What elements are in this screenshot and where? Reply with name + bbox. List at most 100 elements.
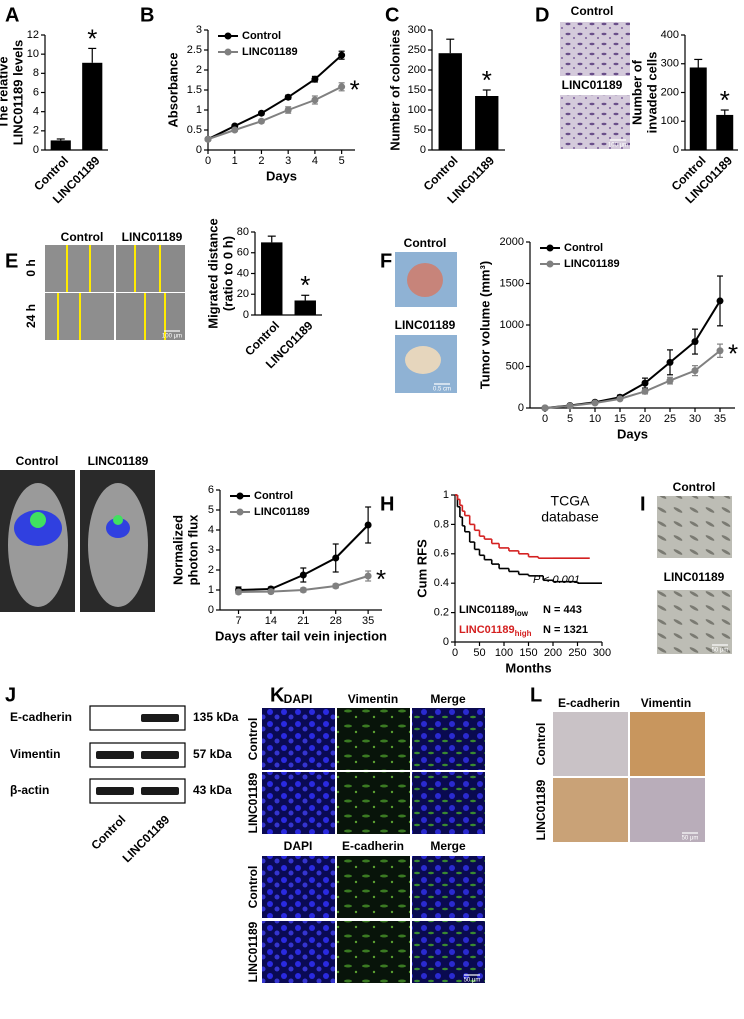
y-tick-label: 80 — [237, 226, 249, 238]
y-tick-label: 0 — [673, 144, 679, 156]
x-tick-label: 5 — [567, 413, 573, 425]
fluorescence-image — [337, 772, 410, 834]
image-label: Control — [61, 230, 104, 244]
point — [299, 586, 307, 594]
y-tick-label: 40 — [237, 267, 249, 279]
column-label: Vimentin — [348, 692, 398, 706]
image-label: Control — [404, 236, 447, 250]
scale-bar-label: 50 μm — [682, 836, 699, 842]
signal-core — [113, 515, 123, 525]
point — [231, 126, 239, 134]
point — [716, 297, 724, 305]
y-tick-label: 1.5 — [187, 84, 202, 96]
bar — [82, 62, 103, 150]
annotation: * — [482, 65, 492, 95]
ihc-image — [553, 778, 628, 842]
y-tick-label: 0.4 — [434, 577, 449, 589]
bar — [261, 242, 283, 315]
blot-band — [96, 751, 134, 759]
y-tick-label: 1 — [208, 584, 214, 596]
y-tick-label: 2 — [208, 564, 214, 576]
x-tick-label: 21 — [297, 615, 309, 627]
image-label: LINC01189 — [562, 78, 623, 92]
fluorescence-image — [412, 921, 485, 983]
point — [284, 106, 292, 114]
bar — [716, 114, 734, 150]
y-tick-label: 12 — [27, 29, 39, 41]
blot-band — [96, 787, 134, 795]
panel-letter: F — [380, 250, 392, 272]
fluorescence-image — [262, 921, 335, 983]
legend-marker — [224, 48, 232, 56]
legend-label: LINC01189low — [459, 604, 529, 618]
y-tick-label: 2 — [33, 125, 39, 137]
point — [284, 93, 292, 101]
y-axis-title: The relative — [0, 56, 10, 128]
annotation: * — [300, 270, 310, 300]
x-axis-title: Days — [617, 426, 648, 441]
scale-bar-label: 100 μm — [608, 143, 628, 149]
row-label: LINC01189 — [246, 921, 260, 982]
bar — [294, 300, 316, 315]
y-tick-label: 3 — [208, 544, 214, 556]
x-tick-label: 0 — [452, 647, 458, 659]
legend-label: Control — [564, 242, 603, 254]
point — [267, 588, 275, 596]
micrograph — [657, 496, 732, 558]
signal-core — [30, 512, 46, 528]
y-tick-label: 150 — [408, 84, 426, 96]
point — [299, 571, 307, 579]
x-axis-title: Days after tail vein injection — [215, 628, 387, 643]
row-label: Control — [246, 718, 260, 761]
fluorescence-image — [337, 708, 410, 770]
point — [666, 358, 674, 366]
y-tick-label: 100 — [408, 104, 426, 116]
y-tick-label: 0 — [518, 402, 524, 414]
x-tick-label: 0 — [542, 413, 548, 425]
protein-label: E-cadherin — [10, 710, 72, 724]
legend-name: LINC01189 — [459, 624, 515, 636]
series-line — [207, 85, 343, 141]
y-tick-label: 200 — [408, 64, 426, 76]
y-tick-label: 0.2 — [434, 607, 449, 619]
y-tick-label: 250 — [408, 44, 426, 56]
tumor — [405, 346, 441, 374]
image-label: LINC01189 — [664, 570, 725, 584]
panel-letter: J — [5, 684, 16, 706]
image-label: Control — [16, 454, 59, 468]
y-tick-label: 400 — [661, 29, 679, 41]
mouse — [88, 483, 148, 607]
x-tick-label: 35 — [714, 413, 726, 425]
image-label: LINC01189 — [88, 454, 149, 468]
point — [332, 582, 340, 590]
bar — [475, 96, 499, 150]
y-tick-label: 0 — [420, 144, 426, 156]
legend-marker — [546, 260, 554, 268]
y-tick-label: 0.8 — [434, 518, 449, 530]
point — [257, 117, 265, 125]
size-label: 135 kDa — [193, 710, 239, 724]
ihc-image — [630, 778, 705, 842]
point — [235, 588, 243, 596]
y-tick-label: 0 — [208, 604, 214, 616]
bar — [50, 140, 71, 150]
x-tick-label: 28 — [330, 615, 342, 627]
p-value: P < 0.001 — [533, 574, 580, 586]
legend-label: Control — [254, 490, 293, 502]
y-tick-label: 2000 — [500, 236, 524, 248]
x-axis-title: Days — [266, 168, 297, 183]
y-axis-title: Migrated distance — [205, 218, 220, 329]
y-tick-label: 300 — [661, 58, 679, 70]
blot-band — [141, 714, 179, 722]
y-tick-label: 0.5 — [187, 124, 202, 136]
point — [691, 367, 699, 375]
y-tick-label: 200 — [661, 86, 679, 98]
x-tick-label: 30 — [689, 413, 701, 425]
y-tick-label: 100 — [661, 115, 679, 127]
column-label: DAPI — [284, 692, 313, 706]
tumor — [407, 263, 443, 297]
panel-letter: I — [640, 493, 646, 515]
image-label: Control — [673, 480, 716, 494]
y-axis-title: Tumor volume (mm³) — [477, 261, 492, 389]
